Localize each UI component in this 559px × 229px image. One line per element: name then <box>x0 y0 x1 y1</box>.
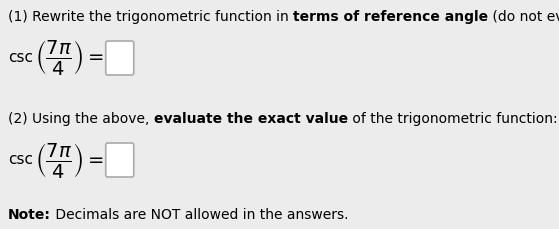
Text: (1) Rewrite the trigonometric function in: (1) Rewrite the trigonometric function i… <box>8 10 293 24</box>
Text: $\left(\dfrac{7\pi}{4}\right) =$: $\left(\dfrac{7\pi}{4}\right) =$ <box>35 141 104 180</box>
Text: of the trigonometric function:: of the trigonometric function: <box>348 112 557 126</box>
Text: terms of reference angle: terms of reference angle <box>293 10 488 24</box>
Text: (2) Using the above,: (2) Using the above, <box>8 112 154 126</box>
Text: csc: csc <box>8 153 33 167</box>
Text: csc: csc <box>8 51 33 65</box>
Text: Decimals are NOT allowed in the answers.: Decimals are NOT allowed in the answers. <box>51 208 348 222</box>
Text: (do not evaluate):: (do not evaluate): <box>488 10 559 24</box>
Text: evaluate the exact value: evaluate the exact value <box>154 112 348 126</box>
FancyBboxPatch shape <box>106 41 134 75</box>
Text: $\left(\dfrac{7\pi}{4}\right) =$: $\left(\dfrac{7\pi}{4}\right) =$ <box>35 38 104 77</box>
Text: Note:: Note: <box>8 208 51 222</box>
FancyBboxPatch shape <box>106 143 134 177</box>
